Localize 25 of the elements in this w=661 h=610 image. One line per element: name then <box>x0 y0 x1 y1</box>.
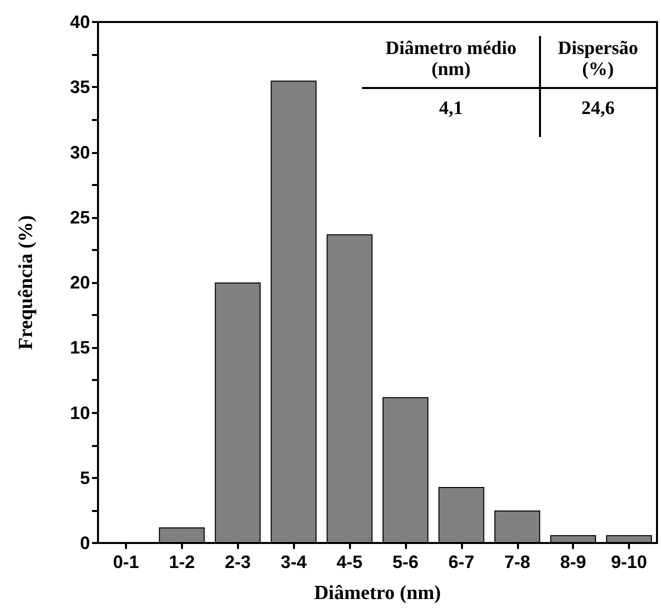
x-tick-label: 1-2 <box>168 552 195 572</box>
y-axis-title: Frequência (%) <box>15 215 37 350</box>
y-tick-label: 40 <box>70 12 90 32</box>
x-tick-label: 8-9 <box>560 552 586 572</box>
y-tick-label: 35 <box>70 77 90 98</box>
y-tick-label: 20 <box>70 272 90 292</box>
x-tick-label: 7-8 <box>504 552 530 572</box>
x-tick-label: 5-6 <box>392 552 418 572</box>
x-tick-label: 2-3 <box>224 552 251 572</box>
y-tick-label: 25 <box>70 207 90 228</box>
annotation: 4,1 <box>438 97 464 121</box>
x-tick-label: 4-5 <box>336 552 363 572</box>
x-tick-label: 9-10 <box>611 552 648 572</box>
annotation: Dispersão (%) <box>556 37 640 82</box>
annotation: 24,6 <box>580 97 616 121</box>
y-tick-label: 10 <box>70 402 90 423</box>
y-tick-label: 30 <box>70 142 90 162</box>
x-tick-label: 3-4 <box>280 552 307 572</box>
annotation: Diâmetro médio (nm) <box>384 37 518 82</box>
x-tick-label: 6-7 <box>448 552 474 572</box>
y-tick-label: 0 <box>80 533 90 553</box>
x-axis-title: Diâmetro (nm) <box>314 582 441 604</box>
x-tick-label: 0-1 <box>112 552 139 572</box>
y-tick-label: 15 <box>70 338 90 358</box>
y-tick-label: 5 <box>80 468 90 488</box>
